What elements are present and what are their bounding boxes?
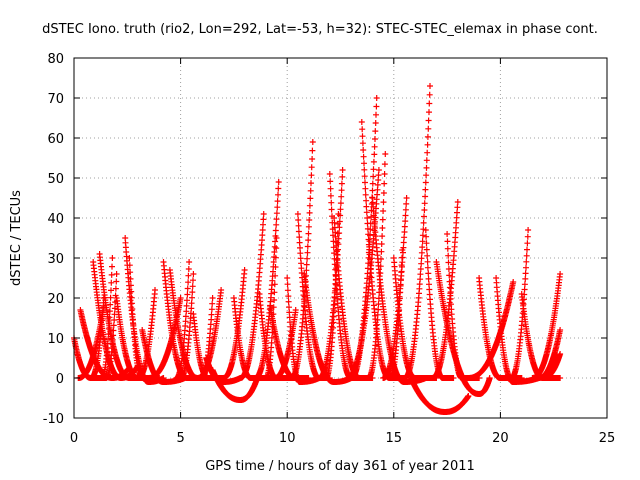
data-series-arc — [177, 271, 197, 381]
data-point-markers — [429, 199, 461, 381]
y-axis-label: dSTEC / TECUs — [9, 190, 24, 286]
axis-ticks — [73, 57, 608, 419]
data-point-markers — [540, 351, 564, 381]
x-tick-label: 5 — [176, 431, 184, 446]
data-point-markers — [173, 259, 193, 381]
x-tick-label: 25 — [599, 431, 616, 446]
data-series-arc — [145, 295, 184, 381]
data-series-arc — [173, 259, 193, 381]
data-point-markers — [98, 255, 116, 381]
data-series-arc — [529, 271, 564, 381]
data-series-arc — [508, 227, 532, 381]
data-point-markers — [529, 271, 564, 381]
data-series-arc — [209, 367, 261, 403]
y-tick-label: 30 — [47, 252, 64, 267]
data-series-arc — [540, 351, 564, 381]
y-tick-label: 20 — [47, 292, 64, 307]
data-point-markers — [177, 271, 197, 381]
x-axis-label: GPS time / hours of day 361 of year 2011 — [205, 459, 475, 474]
y-tick-label: 70 — [47, 92, 64, 107]
data-series-arc — [103, 271, 120, 381]
y-tick-label: 50 — [47, 172, 64, 187]
x-tick-label: 0 — [70, 431, 78, 446]
data-point-markers — [209, 367, 261, 403]
data-point-markers — [508, 227, 532, 381]
x-tick-label: 20 — [492, 431, 509, 446]
data-point-markers — [145, 295, 184, 381]
chart-title: dSTEC Iono. truth (rio2, Lon=292, Lat=-5… — [42, 22, 598, 37]
data-series-arc — [429, 199, 461, 381]
data-series-arc — [407, 375, 472, 415]
x-tick-label: 10 — [279, 431, 296, 446]
data-point-markers — [237, 211, 267, 381]
y-tick-label: 40 — [47, 212, 64, 227]
y-tick-label: 60 — [47, 132, 64, 147]
y-tick-label: 80 — [47, 52, 64, 67]
y-tick-label: 10 — [47, 332, 64, 347]
data-series-arc — [237, 211, 267, 381]
plot-frame — [73, 57, 608, 419]
grid — [74, 58, 607, 418]
data-series-arc — [98, 255, 116, 381]
y-tick-label: 0 — [56, 372, 64, 387]
data-series-arc — [401, 83, 433, 381]
x-tick-labels: 0 5 10 15 20 25 — [70, 431, 615, 446]
y-tick-labels: -10 0 10 20 30 40 50 60 70 80 — [43, 52, 64, 427]
x-tick-label: 15 — [386, 431, 403, 446]
data-point-markers — [348, 95, 380, 381]
data-point-markers — [103, 271, 120, 381]
y-tick-label: -10 — [43, 412, 64, 427]
data-point-markers — [401, 83, 433, 381]
data-markers — [71, 83, 564, 415]
data-series-arc — [348, 95, 380, 381]
data-point-markers — [407, 375, 472, 415]
